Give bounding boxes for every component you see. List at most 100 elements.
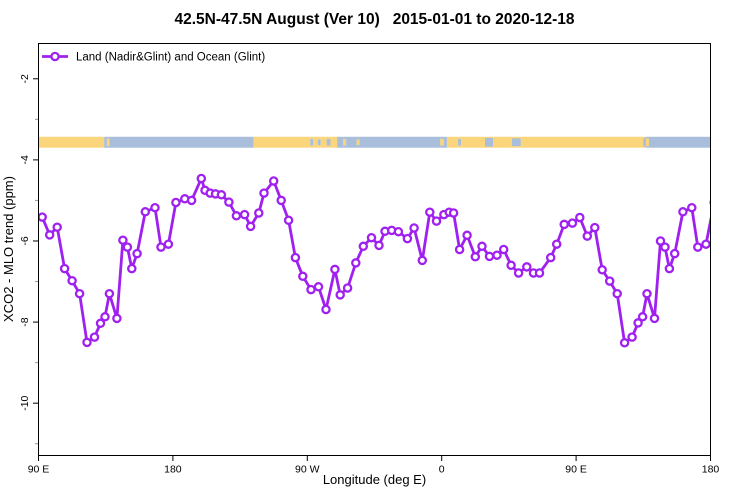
data-point-marker bbox=[448, 208, 459, 218]
x-tick-label: 90 E bbox=[565, 464, 587, 476]
data-point-marker bbox=[484, 251, 495, 262]
data-point-marker bbox=[701, 239, 711, 249]
map-strip-island bbox=[643, 137, 646, 147]
data-point-marker bbox=[44, 230, 55, 240]
data-point-marker bbox=[498, 244, 509, 255]
map-strip bbox=[38, 136, 711, 148]
data-point-marker bbox=[664, 263, 675, 274]
map-strip-segment bbox=[337, 136, 344, 148]
data-point-marker bbox=[470, 252, 481, 262]
map-strip-segment bbox=[493, 136, 512, 148]
map-strip-segment bbox=[38, 136, 105, 148]
data-point-marker bbox=[409, 223, 419, 233]
data-point-marker bbox=[637, 312, 648, 322]
data-point-marker bbox=[642, 288, 652, 299]
data-point-marker bbox=[431, 216, 442, 226]
y-tick-label: -8 bbox=[19, 317, 31, 326]
data-point-marker bbox=[655, 236, 666, 246]
data-point-marker bbox=[95, 318, 106, 329]
map-strip-segment bbox=[313, 136, 318, 148]
data-point-marker bbox=[216, 190, 227, 200]
map-strip-segment bbox=[461, 136, 486, 148]
map-strip-segment bbox=[346, 136, 357, 148]
axes: 90 E 180 90 W 0 90 E 180 -2 -4 -6 -8 -10 bbox=[19, 74, 719, 476]
data-point-marker bbox=[245, 221, 256, 232]
data-point-marker bbox=[567, 218, 578, 228]
data-point-marker bbox=[290, 252, 301, 263]
data-point-marker bbox=[604, 276, 615, 286]
map-strip-segment bbox=[320, 136, 327, 148]
data-point-marker bbox=[59, 263, 70, 274]
data-point-marker bbox=[522, 262, 532, 272]
data-point-marker bbox=[417, 255, 428, 266]
map-strip-segment bbox=[359, 136, 441, 148]
x-tick-label: 0 bbox=[439, 464, 445, 476]
data-point-marker bbox=[506, 260, 516, 271]
data-point-marker bbox=[118, 235, 128, 245]
data-point-marker bbox=[163, 239, 174, 249]
data-point-marker bbox=[100, 312, 110, 322]
legend: Land (Nadir&Glint) and Ocean (Glint) bbox=[42, 52, 265, 64]
map-strip-island bbox=[458, 138, 462, 146]
data-point-marker bbox=[612, 288, 622, 299]
data-point-marker bbox=[298, 271, 308, 282]
data-point-marker bbox=[321, 304, 331, 315]
map-strip-segment bbox=[330, 136, 338, 148]
data-point-marker bbox=[660, 242, 670, 252]
map-strip-segment bbox=[104, 136, 107, 148]
data-point-marker bbox=[633, 318, 643, 328]
data-point-marker bbox=[74, 288, 85, 299]
data-point-marker bbox=[38, 212, 47, 222]
data-point-marker bbox=[171, 197, 181, 208]
plot-border bbox=[38, 43, 711, 456]
y-tick-label: -10 bbox=[19, 395, 31, 410]
map-strip-segment bbox=[109, 136, 254, 148]
data-point-marker bbox=[678, 207, 688, 217]
data-point-marker bbox=[140, 207, 151, 217]
x-tick-label: 90 W bbox=[295, 464, 320, 476]
y-axis-label: XCO2 - MLO trend (ppm) bbox=[1, 176, 16, 322]
data-point-marker bbox=[693, 242, 703, 252]
data-point-marker bbox=[513, 268, 524, 278]
data-point-marker bbox=[196, 173, 207, 184]
data-point-marker bbox=[268, 176, 279, 186]
y-tick-label: -4 bbox=[19, 155, 31, 164]
data-point-marker bbox=[366, 232, 377, 243]
y-tick-label: -2 bbox=[19, 74, 31, 83]
data-point-marker bbox=[283, 215, 294, 226]
data-point-marker bbox=[335, 290, 345, 300]
data-point-marker bbox=[590, 222, 600, 233]
data-point-marker bbox=[239, 209, 250, 220]
data-point-marker bbox=[259, 188, 269, 198]
data-point-marker bbox=[393, 226, 404, 237]
data-point-marker bbox=[492, 250, 502, 260]
map-strip-island bbox=[511, 138, 521, 147]
data-point-marker bbox=[52, 222, 62, 232]
x-tick-label: 180 bbox=[164, 464, 182, 476]
data-point-marker bbox=[597, 265, 607, 275]
data-point-marker bbox=[687, 202, 697, 213]
chart-title: 42.5N-47.5N August (Ver 10) 2015-01-01 t… bbox=[174, 11, 574, 28]
data-point-marker bbox=[477, 241, 487, 252]
data-point-marker bbox=[425, 207, 435, 217]
data-point-marker bbox=[649, 313, 660, 324]
map-strip-island bbox=[310, 138, 314, 146]
data-point-marker bbox=[224, 197, 234, 207]
data-point-marker bbox=[67, 275, 77, 286]
data-point-marker bbox=[462, 230, 472, 241]
data-point-marker bbox=[313, 282, 324, 292]
map-strip-segment bbox=[648, 136, 711, 148]
data-point-marker bbox=[709, 199, 711, 206]
map-strip-segment bbox=[253, 136, 311, 148]
data-point-marker bbox=[582, 231, 593, 241]
data-point-marker bbox=[330, 264, 340, 275]
data-point-marker bbox=[545, 252, 556, 263]
map-strip-island bbox=[645, 138, 649, 147]
data-point-marker bbox=[104, 288, 115, 299]
data-point-marker bbox=[402, 233, 413, 244]
data-point-marker bbox=[156, 242, 166, 252]
data-point-marker bbox=[276, 195, 286, 206]
data-point-marker bbox=[82, 337, 92, 348]
data-point-marker bbox=[127, 263, 137, 274]
